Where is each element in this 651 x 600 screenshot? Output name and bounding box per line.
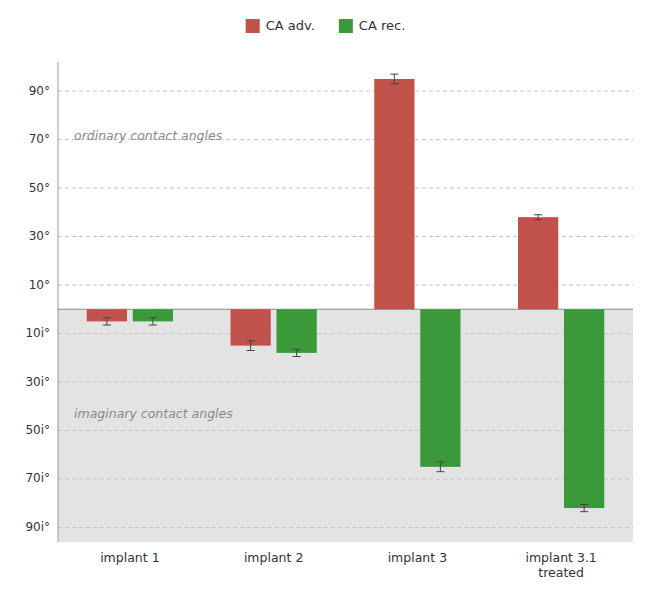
y-tick-label: 70i° (25, 471, 50, 485)
error-bar (247, 341, 255, 351)
x-tick-label: implant 3 (388, 550, 447, 565)
error-bar (103, 318, 111, 325)
y-tick-label: 30i° (25, 375, 50, 389)
x-tick-label-line: implant 3 (388, 550, 447, 565)
grid-line (58, 91, 633, 92)
error-bar (293, 349, 301, 356)
legend-swatch (246, 19, 260, 33)
x-tick-label: implant 3.1treated (525, 550, 596, 580)
annotation: ordinary contact angles (74, 128, 223, 143)
y-tick-label: 50i° (25, 423, 50, 437)
y-tick-label: 30° (29, 229, 50, 243)
bar (277, 309, 317, 353)
legend-swatch (339, 19, 353, 33)
x-tick-label-line: implant 3.1 (525, 550, 596, 565)
x-tick-label-line: treated (538, 565, 584, 580)
y-tick-label: 10° (29, 278, 50, 292)
imaginary-region (58, 309, 633, 542)
grid-line (58, 333, 633, 334)
x-tick-label-line: implant 1 (100, 550, 159, 565)
grid-line (58, 430, 633, 431)
error-bar (149, 318, 157, 325)
legend-label: CA adv. (266, 18, 315, 33)
grid-line (58, 382, 633, 383)
chart: 90° 70° 50° 30° 10° 10i° 30i° 50i° 70i° 90i° impla… (0, 0, 651, 600)
error-bar (390, 74, 398, 84)
grid-line (58, 527, 633, 528)
x-tick-label: implant 2 (244, 550, 303, 565)
legend-label: CA rec. (359, 18, 405, 33)
y-tick-label: 90° (29, 84, 50, 98)
bar (420, 309, 460, 467)
y-tick-label: 10i° (25, 326, 50, 340)
bar (564, 309, 604, 508)
error-bar (534, 215, 542, 220)
x-tick-label: implant 1 (100, 550, 159, 565)
legend: CA adv. CA rec. (246, 18, 406, 34)
grid-line (58, 478, 633, 479)
grid-line (58, 188, 633, 189)
bar (374, 79, 414, 309)
y-axis-line (58, 62, 59, 542)
y-tick-label: 50° (29, 181, 50, 195)
y-tick-label: 90i° (25, 520, 50, 534)
x-tick-label-line: implant 2 (244, 550, 303, 565)
error-bar (436, 462, 444, 472)
bar (231, 309, 271, 345)
error-bar (580, 504, 588, 511)
y-tick-label: 70° (29, 132, 50, 146)
bar (518, 217, 558, 309)
annotation: imaginary contact angles (74, 406, 233, 421)
